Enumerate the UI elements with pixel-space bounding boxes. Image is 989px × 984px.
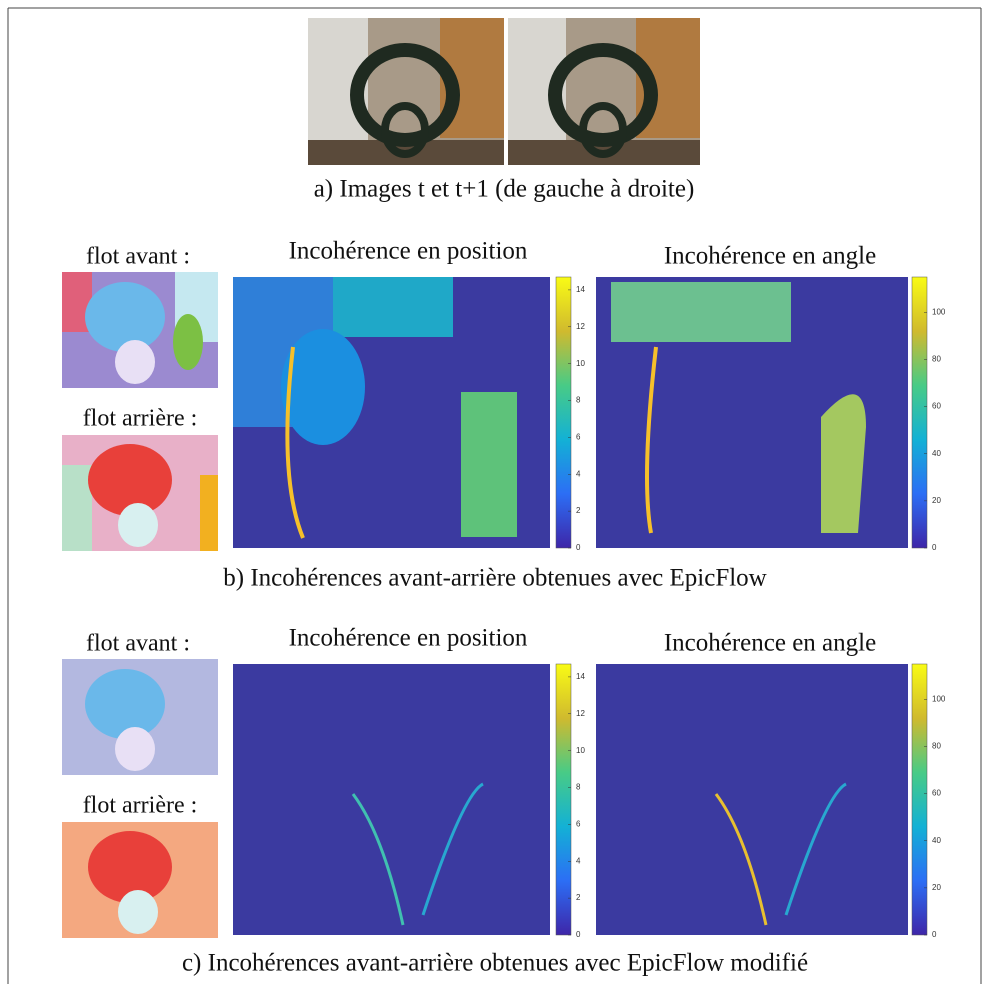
colorbar-tick-label: 60 [932,402,941,411]
colorbar-tick-label: 20 [932,883,941,892]
colorbar-tick-label: 80 [932,355,941,364]
colorbar-tick-label: 0 [932,930,937,939]
flow-label: flot avant : [86,244,190,270]
colorbar-tick-label: 12 [576,322,585,331]
colorbar-tick-label: 0 [576,930,581,939]
flow-region [173,314,203,370]
error-map [596,664,908,935]
map-region [821,394,866,533]
flow-region [115,727,155,771]
colorbar [555,663,572,936]
caption: c) Incohérences avant-arrière obtenues a… [182,950,808,977]
flow-label: flot arrière : [83,793,198,819]
map-title: Incohérence en angle [664,243,876,270]
map-edge [351,793,405,926]
map-title: Incohérence en position [289,238,528,265]
colorbar-tick-label: 12 [576,709,585,718]
flow-label: flot arrière : [83,406,198,432]
colorbar-tick-label: 100 [932,694,946,703]
map-edge [714,793,768,926]
flow-region [118,503,158,547]
map-edge [285,346,305,539]
flow-region [115,340,155,384]
colorbar-tick-label: 20 [932,496,941,505]
flow-region [62,465,92,551]
flow-region [88,444,172,516]
colorbar-tick-label: 6 [576,432,581,441]
photo-t1 [508,18,700,165]
map-region [281,329,365,445]
flow-region [118,890,158,934]
caption: a) Images t et t+1 (de gauche à droite) [314,176,695,203]
colorbar-tick-label: 14 [576,672,585,681]
flow-region [200,475,218,551]
flow-region [85,282,165,352]
colorbar [911,663,928,936]
colorbar-tick-label: 40 [932,449,941,458]
colorbar-tick-label: 14 [576,285,585,294]
map-region [461,392,517,537]
colorbar [911,276,928,549]
colorbar-tick-label: 2 [576,506,581,515]
colorbar-tick-label: 8 [576,396,581,405]
map-edge [784,782,847,916]
colorbar-tick-label: 0 [932,543,937,552]
colorbar-tick-label: 2 [576,893,581,902]
colorbar-tick-label: 4 [576,469,581,478]
flow-region [88,831,172,903]
colorbar-tick-label: 8 [576,783,581,792]
colorbar-tick-label: 10 [576,359,585,368]
colorbar-tick-label: 6 [576,819,581,828]
map-edge [421,782,484,916]
map-title: Incohérence en angle [664,630,876,657]
colorbar-tick-label: 60 [932,789,941,798]
colorbar-tick-label: 80 [932,742,941,751]
colorbar-tick-label: 10 [576,746,585,755]
colorbar-tick-label: 40 [932,836,941,845]
error-map [233,664,550,935]
colorbar-tick-label: 100 [932,307,946,316]
caption: b) Incohérences avant-arrière obtenues a… [223,565,766,592]
map-edge [645,346,658,534]
map-region [333,277,453,337]
flow-region [85,669,165,739]
map-region [611,282,791,342]
colorbar-tick-label: 4 [576,856,581,865]
colorbar-tick-label: 0 [576,543,581,552]
flow-label: flot avant : [86,631,190,657]
colorbar [555,276,572,549]
photo-t [308,18,504,165]
map-title: Incohérence en position [289,625,528,652]
